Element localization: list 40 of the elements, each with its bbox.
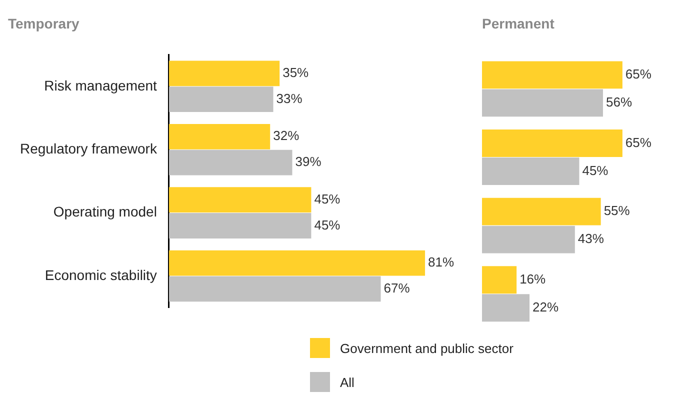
data-label: 45%	[314, 217, 341, 232]
bar	[482, 266, 517, 294]
bar	[482, 61, 622, 89]
text: Temporary	[8, 15, 80, 32]
y-tick-label: Risk management	[44, 77, 158, 94]
y-tick-label: Economic stability	[44, 266, 157, 283]
bar	[482, 294, 530, 322]
legend-label: Government and public sector	[340, 340, 514, 356]
chart-title: Permanent	[482, 15, 555, 32]
bar	[168, 213, 312, 238]
data-label: 56%	[606, 94, 632, 110]
bar	[482, 226, 575, 254]
data-label: 81%	[428, 254, 454, 270]
data-label: 16%	[520, 271, 546, 286]
y-tick-label: Regulatory framework	[20, 140, 158, 156]
bar	[168, 276, 381, 302]
data-label: 22%	[532, 299, 559, 314]
bar	[168, 124, 270, 150]
data-label: 43%	[578, 231, 604, 246]
y-tick-label: Operating model	[53, 204, 157, 220]
data-label: 45%	[314, 191, 341, 206]
bar	[168, 250, 426, 276]
bar	[168, 150, 292, 176]
bar	[482, 89, 603, 117]
data-label: 35%	[282, 65, 310, 80]
data-label: 33%	[276, 90, 303, 106]
bar	[482, 130, 622, 157]
bar	[168, 187, 312, 213]
data-label: 39%	[295, 154, 322, 170]
data-label: 65%	[625, 66, 652, 82]
data-label: 45%	[582, 162, 609, 178]
bar	[482, 198, 601, 226]
data-label: 67%	[384, 280, 410, 296]
bar	[168, 86, 274, 112]
data-label: 32%	[273, 128, 300, 144]
bar	[168, 60, 280, 86]
legend-label: All	[340, 374, 354, 390]
data-label: 55%	[604, 203, 630, 218]
data-label: 65%	[625, 134, 652, 150]
bar	[482, 158, 580, 185]
